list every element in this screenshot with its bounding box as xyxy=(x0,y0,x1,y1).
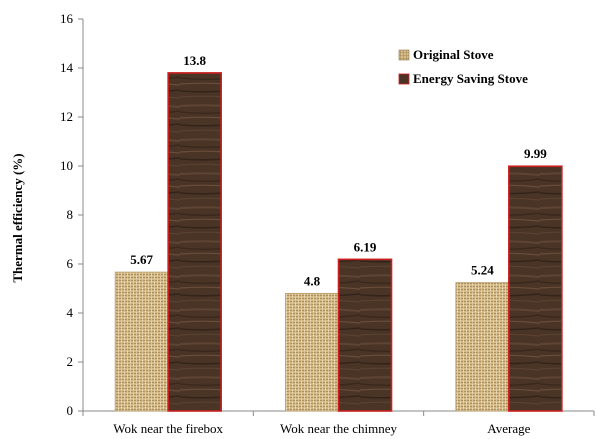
y-tick-label: 6 xyxy=(67,256,74,271)
legend-swatch-original-stove xyxy=(398,49,410,61)
bar-energy-saving-stove xyxy=(167,72,222,412)
category-label: Wok near the chimney xyxy=(280,421,397,436)
bar-original-stove xyxy=(114,271,169,412)
data-label-original-stove: 5.24 xyxy=(471,263,494,278)
y-tick-label: 10 xyxy=(60,158,73,173)
bar-energy-saving-stove xyxy=(508,165,563,412)
category-label: Average xyxy=(487,421,530,436)
data-label-energy-saving-stove: 6.19 xyxy=(354,239,377,254)
bar-energy-saving-stove xyxy=(337,258,393,412)
y-tick-label: 14 xyxy=(60,60,74,75)
legend-label-energy-saving-stove: Energy Saving Stove xyxy=(413,71,528,86)
y-axis-title: Thermal efficiency (%) xyxy=(10,153,25,282)
y-tick-label: 12 xyxy=(60,109,73,124)
data-label-energy-saving-stove: 13.8 xyxy=(183,53,206,68)
legend: Original Stove Energy Saving Stove xyxy=(398,47,528,86)
y-tick-label: 2 xyxy=(67,354,74,369)
y-tick-label: 0 xyxy=(67,403,74,418)
category-label: Wok near the firebox xyxy=(113,421,223,436)
legend-swatch-energy-saving-stove xyxy=(398,73,410,85)
data-label-energy-saving-stove: 9.99 xyxy=(524,146,547,161)
y-tick-label: 16 xyxy=(60,11,74,26)
plot-area: 0 2 4 6 8 10 12 14 16 5.67 13.8 4.8 6.19 5.24 9.99 Wo… xyxy=(60,11,595,436)
legend-label-original-stove: Original Stove xyxy=(413,47,494,62)
bar-original-stove xyxy=(285,292,339,412)
y-tick-label: 8 xyxy=(67,207,74,222)
y-tick-label: 4 xyxy=(67,305,74,320)
data-label-original-stove: 5.67 xyxy=(130,252,153,267)
data-label-original-stove: 4.8 xyxy=(304,273,321,288)
bar-original-stove xyxy=(455,282,510,412)
